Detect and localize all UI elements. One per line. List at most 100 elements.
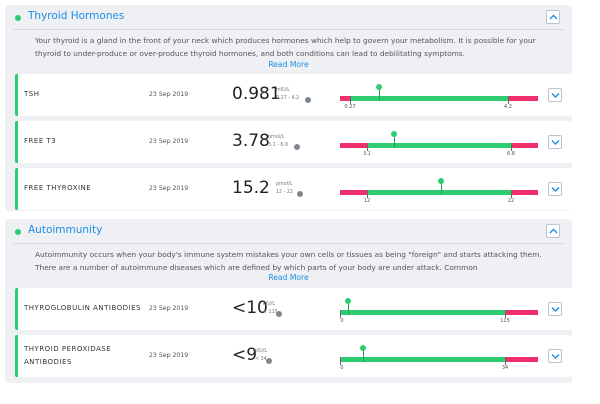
result-row-tsh[interactable]: TSH 23 Sep 2019 0.981 mIU/L 0.27 - 4.2 0…	[15, 74, 572, 116]
range-tick-min	[367, 143, 368, 151]
test-range: 12 - 22	[276, 190, 293, 195]
range-tick-min	[340, 357, 341, 365]
range-bar-high	[505, 357, 538, 362]
section-description: Autoimmunity occurs when your body's imm…	[35, 250, 542, 272]
range-bar-high	[511, 190, 538, 195]
range-tick-max	[511, 190, 512, 198]
result-row-thyroglobulin-antibodies[interactable]: THYROGLOBULIN ANTIBODIES 23 Sep 2019 <10…	[15, 288, 572, 330]
test-value: 0.981	[232, 84, 281, 104]
expand-button[interactable]	[548, 349, 562, 363]
panel-header[interactable]: Autoimmunity	[5, 219, 572, 243]
range-min-label: 0	[340, 365, 344, 371]
value-marker	[438, 178, 444, 195]
panel-header[interactable]: Thyroid Hormones	[5, 5, 572, 29]
panel-title: Autoimmunity	[28, 224, 103, 236]
section-description: Your thyroid is a gland in the front of …	[35, 36, 536, 58]
test-value: <10	[232, 298, 268, 318]
value-marker	[391, 131, 397, 148]
chevron-up-icon	[549, 228, 558, 234]
read-more-link[interactable]: Read More	[268, 273, 309, 282]
autoimmunity-panel: Autoimmunity Autoimmunity occurs when yo…	[5, 219, 572, 383]
divider	[13, 29, 564, 30]
test-range: < 34	[255, 357, 267, 362]
range-bar: 12 22	[340, 190, 538, 204]
chevron-down-icon	[551, 354, 560, 359]
test-date: 23 Sep 2019	[149, 305, 189, 312]
range-bar: 0 115	[340, 310, 538, 324]
chevron-down-icon	[551, 140, 560, 145]
test-range: 3.1 - 6.8	[268, 143, 289, 148]
info-icon[interactable]	[294, 144, 300, 150]
result-row-free-thyroxine[interactable]: FREE THYROXINE 23 Sep 2019 15.2 pmol/L 1…	[15, 168, 572, 210]
range-max-label: 34	[501, 365, 509, 371]
panel-title: Thyroid Hormones	[28, 10, 125, 22]
range-bar-high	[505, 310, 538, 315]
range-bar: 0 34	[340, 357, 538, 371]
test-unit: pmol/L	[268, 135, 285, 140]
test-name: THYROID PEROXIDASE ANTIBODIES	[24, 345, 112, 366]
test-unit: pmol/L	[276, 182, 293, 187]
range-bar-high	[508, 96, 538, 101]
result-row-thyroid-peroxidase-antibodies[interactable]: THYROID PEROXIDASE ANTIBODIES 23 Sep 201…	[15, 335, 572, 377]
test-date: 23 Sep 2019	[149, 352, 189, 359]
test-name: THYROGLOBULIN ANTIBODIES	[24, 304, 141, 312]
chevron-up-icon	[549, 14, 558, 20]
collapse-button[interactable]	[546, 224, 560, 238]
test-value: <9	[232, 345, 258, 365]
range-bar-low	[340, 190, 367, 195]
range-max-label: 115	[500, 318, 510, 324]
info-icon[interactable]	[266, 358, 272, 364]
divider	[13, 243, 564, 244]
test-unit: kIU/L	[263, 302, 275, 307]
expand-button[interactable]	[548, 182, 562, 196]
range-max-label: 6.8	[507, 151, 515, 157]
range-bar-normal	[367, 190, 511, 195]
chevron-down-icon	[551, 307, 560, 312]
expand-button[interactable]	[548, 135, 562, 149]
range-bar-normal	[350, 96, 508, 101]
range-tick-max	[505, 357, 506, 365]
test-value: 15.2	[232, 178, 270, 198]
range-tick-min	[340, 310, 341, 318]
range-bar-normal	[340, 310, 505, 315]
test-date: 23 Sep 2019	[149, 185, 189, 192]
test-name: FREE THYROXINE	[24, 184, 92, 192]
range-tick-max	[508, 96, 509, 104]
range-min-label: 0.27	[344, 104, 356, 110]
result-row-free-t3[interactable]: FREE T3 23 Sep 2019 3.78 pmol/L 3.1 - 6.…	[15, 121, 572, 163]
range-tick-min	[367, 190, 368, 198]
test-date: 23 Sep 2019	[149, 91, 189, 98]
range-min-label: 3.1	[363, 151, 371, 157]
range-max-label: 4.2	[504, 104, 512, 110]
expand-button[interactable]	[548, 302, 562, 316]
status-dot-icon	[15, 15, 21, 21]
test-name: TSH	[24, 90, 40, 98]
info-icon[interactable]	[297, 191, 303, 197]
expand-button[interactable]	[548, 88, 562, 102]
info-icon[interactable]	[305, 97, 311, 103]
range-tick-max	[511, 143, 512, 151]
test-unit: mIU/L	[276, 88, 290, 93]
range-min-label: 0	[340, 318, 344, 324]
range-tick-max	[505, 310, 506, 318]
thyroid-hormones-panel: Thyroid Hormones Your thyroid is a gland…	[5, 5, 572, 211]
chevron-down-icon	[551, 93, 560, 98]
value-marker	[376, 84, 382, 101]
range-bar: 3.1 6.8	[340, 143, 538, 157]
range-bar: 0.27 4.2	[340, 96, 538, 110]
chevron-down-icon	[551, 187, 560, 192]
range-min-label: 12	[363, 198, 371, 204]
range-bar-high	[511, 143, 538, 148]
test-date: 23 Sep 2019	[149, 138, 189, 145]
info-icon[interactable]	[276, 311, 282, 317]
range-bar-normal	[340, 357, 505, 362]
test-name: FREE T3	[24, 137, 57, 145]
range-bar-normal	[367, 143, 511, 148]
read-more-link[interactable]: Read More	[268, 60, 309, 69]
test-unit: kIU/L	[255, 349, 267, 354]
test-range: < 115	[263, 310, 278, 315]
test-range: 0.27 - 4.2	[276, 96, 300, 101]
range-max-label: 22	[507, 198, 515, 204]
range-tick-min	[350, 96, 351, 104]
collapse-button[interactable]	[546, 10, 560, 24]
